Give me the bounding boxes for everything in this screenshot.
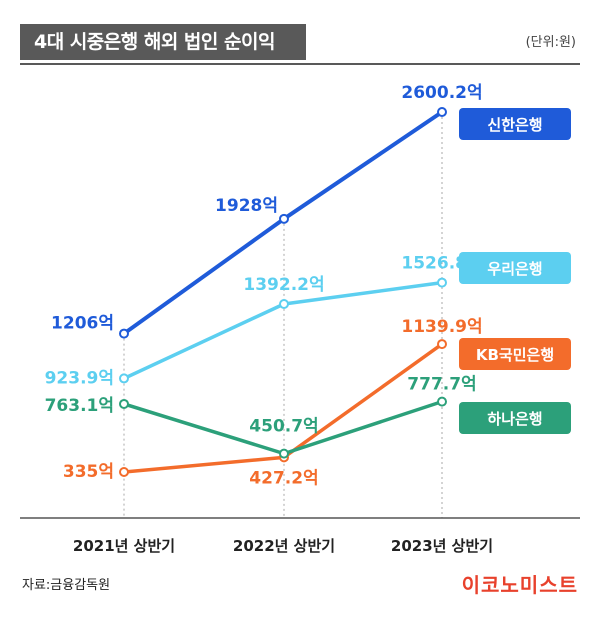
x-tick-label-2: 2023년 상반기	[391, 537, 493, 555]
data-point-1-0	[119, 373, 129, 384]
data-point-2-2	[437, 339, 447, 350]
brand-logo: 이코노미스트	[461, 573, 578, 597]
data-point-2-0	[119, 467, 129, 477]
data-point-0-0	[119, 328, 129, 339]
data-point-1-2	[437, 277, 447, 288]
legend-badge-2	[459, 338, 571, 370]
data-label-0-0: 1206억	[51, 314, 114, 334]
data-label-3-2: 777.7억	[407, 375, 476, 395]
data-label-2-2: 1139.9억	[401, 317, 482, 337]
data-label-1-0: 923.9억	[45, 368, 114, 388]
legend-label-0: 신한은행	[487, 116, 542, 134]
unit-label: (단위:원)	[525, 35, 576, 50]
data-label-1-1: 1392.2억	[243, 275, 324, 295]
data-point-1-1	[279, 298, 289, 309]
legend-badge-1	[459, 252, 571, 284]
data-label-0-2: 2600.2억	[401, 83, 482, 103]
legend-badge-3	[459, 402, 571, 434]
data-label-2-0: 335억	[63, 462, 114, 482]
top-rule	[20, 63, 580, 65]
chart-title: 4대 시중은행 해외 법인 순이익	[20, 24, 306, 60]
legend-label-3: 하나은행	[487, 410, 542, 428]
data-label-0-1: 1928억	[215, 196, 278, 216]
x-tick-label-0: 2021년 상반기	[73, 537, 175, 555]
source-note: 자료:금융감독원	[22, 578, 111, 593]
data-point-3-1	[279, 448, 289, 459]
legend-label-2: KB국민은행	[476, 346, 554, 364]
data-point-3-2	[437, 396, 447, 407]
data-point-0-2	[437, 107, 447, 117]
x-tick-label-1: 2022년 상반기	[233, 537, 335, 555]
data-label-3-0: 763.1억	[45, 396, 114, 416]
legend-badge-0	[459, 108, 571, 140]
data-point-0-1	[279, 213, 289, 224]
data-label-3-1: 450.7억	[249, 417, 318, 437]
data-label-2-1: 427.2억	[249, 468, 318, 488]
data-point-3-0	[119, 398, 129, 409]
legend-label-1: 우리은행	[487, 260, 542, 278]
